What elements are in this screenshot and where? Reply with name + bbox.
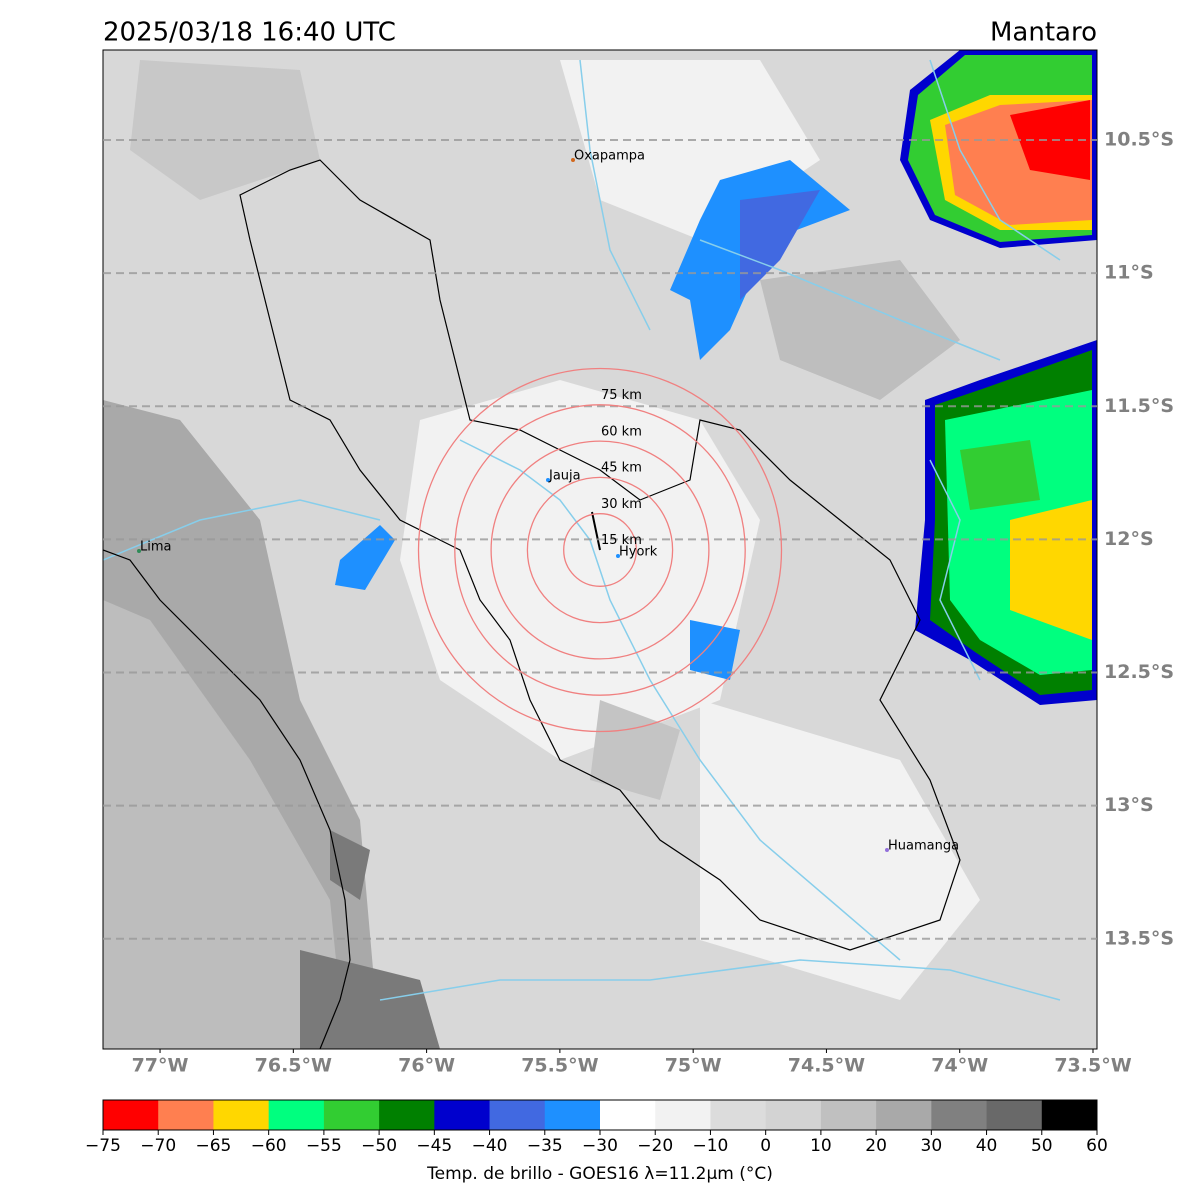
colorbar-tick-label: −60 [251,1136,287,1156]
ring-label: 75 km [601,388,642,403]
lat-label: 10.5°S [1104,128,1174,150]
lon-label: 74.5°W [788,1055,865,1077]
lat-label: 13°S [1104,794,1154,816]
satellite-image [103,50,1097,1049]
lon-label: 75.5°W [521,1055,598,1077]
range-ring [563,513,637,587]
place-label: Hyork [619,545,658,560]
colorbar-bin [544,1100,601,1130]
lat-label: 13.5°S [1104,927,1174,949]
colorbar-bin [986,1100,1043,1130]
place-marker [546,478,550,482]
colorbar-tick-label: 60 [1086,1136,1108,1156]
place-marker [137,549,141,553]
map-frame [102,49,1098,1050]
region-name: Mantaro [990,18,1097,48]
place-label: Jauja [548,469,581,484]
colorbar-bin [434,1100,491,1130]
colorbar-bin [323,1100,380,1130]
colorbar-tick-label: −20 [637,1136,673,1156]
lon-label: 75°W [665,1055,722,1077]
colorbar-bin [379,1100,435,1130]
colorbar-tick-label: −10 [692,1136,728,1156]
range-ring [454,404,746,696]
colorbar-tick-label: −75 [85,1136,121,1156]
colorbar-tick-label: −35 [527,1136,563,1156]
range-ring [526,476,674,624]
colorbar-bin [655,1100,711,1130]
colorbar-bin [931,1100,988,1130]
colorbar-bin [600,1100,656,1130]
colorbar-bin [158,1100,214,1130]
lon-label: 76°W [398,1055,455,1077]
lat-label: 11.5°S [1104,395,1174,417]
colorbar-tick-label: 0 [760,1136,771,1156]
range-ring [490,440,710,660]
colorbar-bin [268,1100,325,1130]
colorbar-tick-label: −30 [582,1136,618,1156]
range-ring [417,367,783,733]
place-marker [616,554,620,558]
place-marker [571,158,575,162]
lat-label: 11°S [1104,262,1154,284]
lon-label: 77°W [132,1055,189,1077]
colorbar-bin [765,1100,822,1130]
colorbar-tick-label: −40 [472,1136,508,1156]
place-marker [885,848,889,852]
colorbar-tick-label: 30 [921,1136,943,1156]
ring-label: 60 km [601,424,642,439]
lon-label: 76.5°W [255,1055,332,1077]
title: 2025/03/18 16:40 UTC [103,18,396,48]
colorbar-bin [103,1100,159,1130]
bearing-line [591,511,601,551]
colorbar-bin [876,1100,932,1130]
place-label: Lima [140,540,171,555]
lat-label: 12.5°S [1104,661,1174,683]
colorbar-label: Temp. de brillo - GOES16 λ=11.2μm (°C) [426,1164,773,1184]
colorbar-tick-label: −65 [195,1136,231,1156]
place-label: Huamanga [888,839,959,854]
colorbar-bin [710,1100,767,1130]
lon-label: 74°W [931,1055,988,1077]
colorbar-bin [1041,1100,1098,1130]
colorbar-tick-label: 10 [810,1136,832,1156]
colorbar-tick-label: −55 [306,1136,342,1156]
lon-label: 73.5°W [1054,1055,1131,1077]
ring-label: 15 km [601,533,642,548]
colorbar-tick-label: 20 [865,1136,887,1156]
colorbar-bin [489,1100,546,1130]
place-label: Oxapampa [574,149,645,164]
colorbar-tick-label: −45 [416,1136,452,1156]
ring-label: 30 km [601,497,642,512]
colorbar-tick-label: −70 [140,1136,176,1156]
lat-label: 12°S [1104,528,1154,550]
colorbar-bin [213,1100,270,1130]
ring-label: 45 km [601,461,642,476]
colorbar-tick-label: 50 [1031,1136,1053,1156]
colorbar-tick-label: −50 [361,1136,397,1156]
colorbar-tick-label: 40 [976,1136,998,1156]
colorbar-bin [820,1100,877,1130]
